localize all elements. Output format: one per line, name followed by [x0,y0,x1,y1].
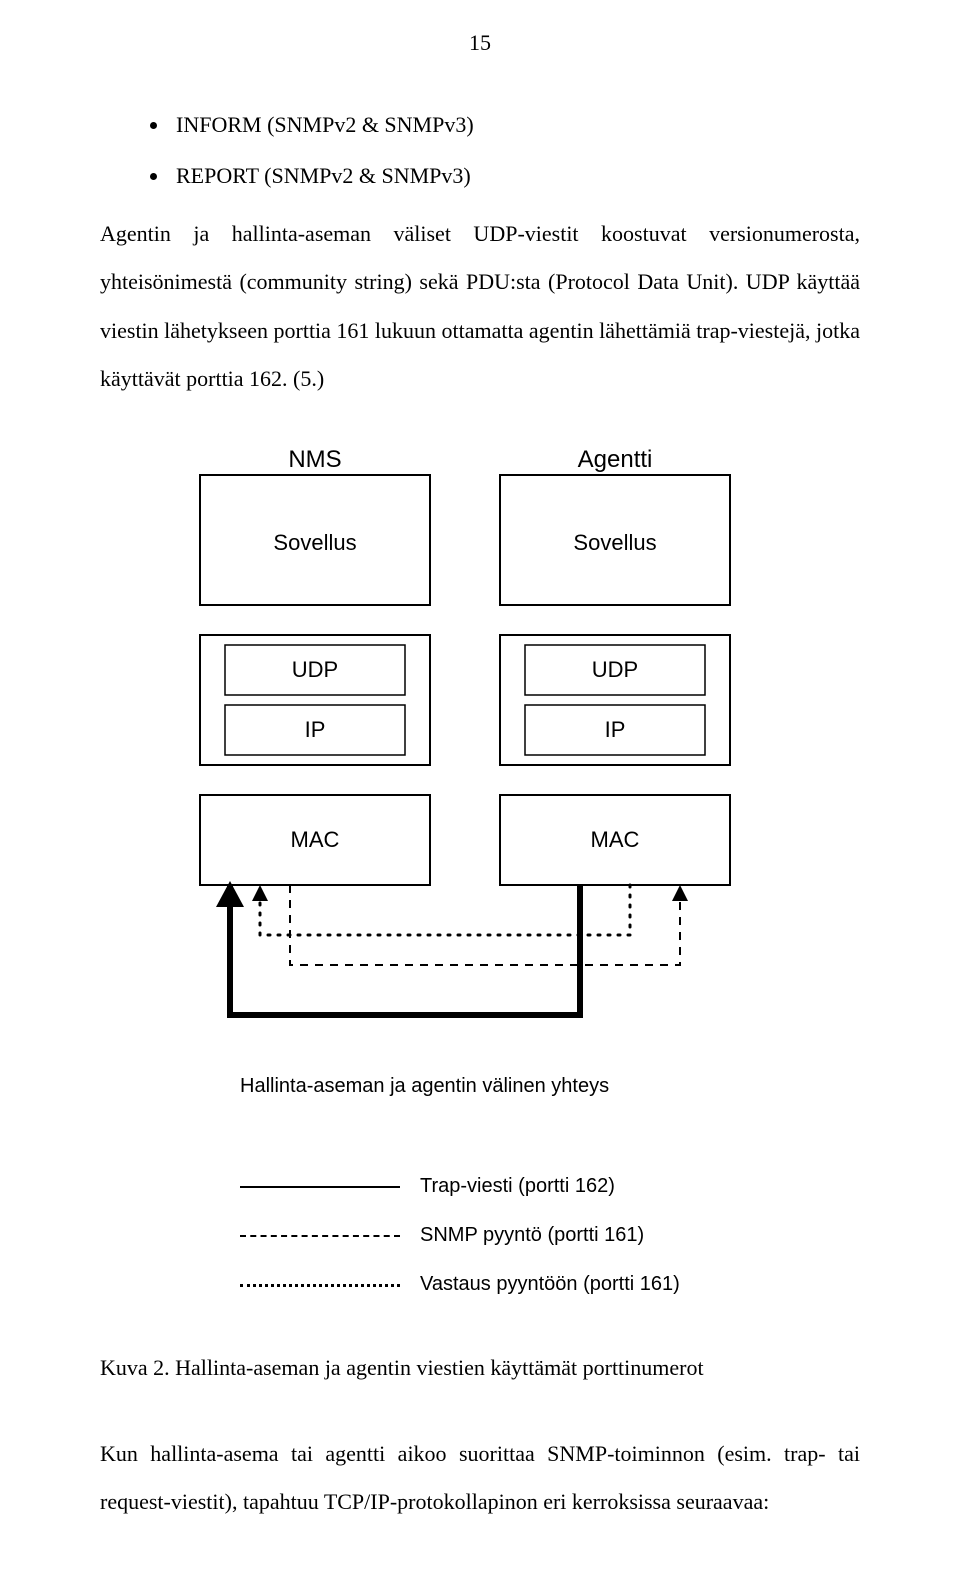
bullet-list: INFORM (SNMPv2 & SNMPv3) REPORT (SNMPv2 … [110,100,474,201]
agentti-ip-label: IP [605,717,626,742]
legend-sample-dashed [240,1226,400,1246]
legend-row-solid: Trap-viesti (portti 162) [240,1175,680,1198]
diagram-caption: Hallinta-aseman ja agentin välinen yhtey… [240,1075,609,1098]
bullet-item: REPORT (SNMPv2 & SNMPv3) [170,151,474,202]
dotted-arrowhead [252,885,268,901]
legend-row-dotted: Vastaus pyyntöön (portti 161) [240,1273,680,1296]
paragraph-1: Agentin ja hallinta-aseman väliset UDP-v… [100,210,860,404]
legend-sample-solid [240,1177,400,1197]
legend: Trap-viesti (portti 162) SNMP pyyntö (po… [240,1175,680,1322]
dotted-link [260,885,630,935]
agentti-sovellus-label: Sovellus [573,530,656,555]
paragraph-2: Kun hallinta-asema tai agentti aikoo suo… [100,1430,860,1527]
legend-sample-dotted [240,1275,400,1295]
nms-title: NMS [288,446,341,473]
page: 15 INFORM (SNMPv2 & SNMPv3) REPORT (SNMP… [0,0,960,1585]
nms-ip-label: IP [305,717,326,742]
nms-sovellus-label: Sovellus [273,530,356,555]
dashed-link [290,885,680,965]
solid-link [230,885,580,1015]
agentti-mac-label: MAC [591,827,640,852]
legend-label: Trap-viesti (portti 162) [420,1175,615,1198]
legend-label: Vastaus pyyntöön (portti 161) [420,1273,680,1296]
figure-caption: Kuva 2. Hallinta-aseman ja agentin viest… [100,1355,860,1381]
nms-udp-label: UDP [292,657,338,682]
legend-row-dashed: SNMP pyyntö (portti 161) [240,1224,680,1247]
nms-mac-label: MAC [291,827,340,852]
snmp-stack-diagram: NMS Sovellus UDP IP MAC Agentti Sovellus… [180,445,780,1065]
agentti-udp-label: UDP [592,657,638,682]
page-number: 15 [469,30,491,56]
legend-label: SNMP pyyntö (portti 161) [420,1224,644,1247]
bullet-item: INFORM (SNMPv2 & SNMPv3) [170,100,474,151]
agentti-title: Agentti [578,446,653,473]
dashed-arrowhead [672,885,688,901]
